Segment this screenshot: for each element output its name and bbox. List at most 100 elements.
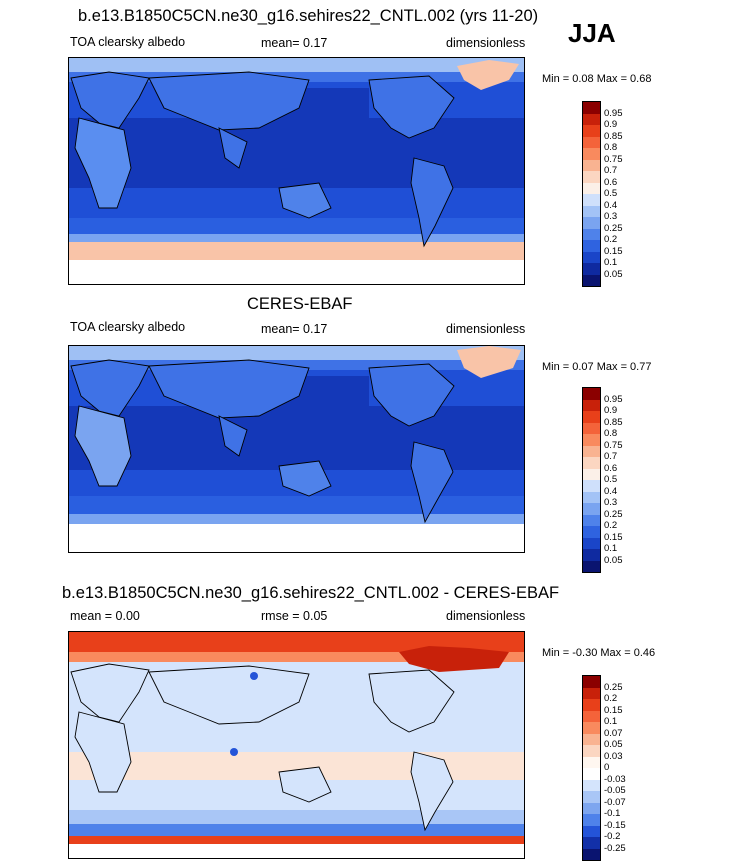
colorbar-box	[583, 399, 600, 411]
colorbar-box	[583, 560, 600, 572]
colorbar-box	[583, 710, 600, 722]
colorbar-tick-label: -0.1	[604, 808, 621, 819]
season-label: JJA	[568, 18, 616, 48]
colorbar-box	[583, 182, 600, 194]
colorbar-tick-label: 0.15	[604, 704, 623, 716]
colorbar-box	[583, 240, 600, 252]
colorbar-box	[583, 549, 600, 561]
panel1-units-label: dimensionless	[446, 36, 526, 50]
panel2-mean-label: mean= 0.17	[261, 322, 328, 336]
panel3-map	[68, 631, 525, 859]
colorbar-box	[583, 687, 600, 699]
colorbar-box	[583, 113, 600, 125]
colorbar-tick-label: 0.85	[604, 130, 623, 142]
colorbar-box	[583, 779, 600, 791]
colorbar-box	[583, 537, 600, 549]
colorbar-tick-label: 0.1	[604, 543, 618, 554]
panel1-map	[68, 57, 525, 285]
colorbar-box	[583, 445, 600, 457]
panel3-minmax: Min = -0.30 Max = 0.46	[542, 647, 656, 659]
colorbar-tick-label: 0.75	[604, 153, 623, 165]
colorbar-box	[583, 102, 600, 114]
colorbar-box	[583, 756, 600, 768]
colorbar-box	[583, 480, 600, 492]
colorbar-tick-label: 0.25	[604, 508, 623, 520]
panel1-variable-label: TOA clearsky albedo	[70, 35, 186, 49]
colorbar-tick-label: 0.7	[604, 451, 618, 462]
panel2-minmax: Min = 0.07 Max = 0.77	[542, 361, 652, 373]
colorbar-box	[583, 434, 600, 446]
colorbar-box	[583, 848, 600, 860]
colorbar-tick-label: 0	[604, 762, 610, 773]
panel3-title: b.e13.B1850C5CN.ne30_g16.sehires22_CNTL.…	[62, 584, 560, 602]
colorbar-box	[583, 205, 600, 217]
colorbar-box	[583, 251, 600, 263]
panel3-mean-label: mean = 0.00	[70, 609, 140, 623]
panel2-colorbar	[582, 387, 601, 573]
colorbar-box	[583, 411, 600, 423]
panel2-title: CERES-EBAF	[247, 295, 353, 313]
colorbar-box	[583, 825, 600, 837]
colorbar-tick-label: 0.05	[604, 554, 623, 566]
colorbar-tick-label: 0.15	[604, 245, 623, 257]
colorbar-box	[583, 526, 600, 538]
colorbar-tick-label: 0.6	[604, 462, 618, 474]
colorbar-tick-label: 0.9	[604, 119, 618, 130]
panel1-colorbar	[582, 101, 601, 287]
colorbar-tick-label: 0.25	[604, 222, 623, 234]
panel2-variable-label: TOA clearsky albedo	[70, 320, 186, 334]
colorbar-box	[583, 768, 600, 780]
colorbar-tick-label: 0.8	[604, 142, 618, 153]
colorbar-tick-label: 0.4	[604, 485, 618, 497]
colorbar-tick-label: 0.2	[604, 234, 618, 245]
colorbar-tick-label: 0.95	[604, 393, 623, 405]
colorbar-tick-label: 0.05	[604, 739, 623, 750]
colorbar-tick-label: -0.05	[604, 785, 626, 796]
colorbar-tick-label: 0.6	[604, 176, 618, 188]
colorbar-tick-label: 0.3	[604, 497, 618, 508]
panel3-rmse-label: rmse = 0.05	[261, 609, 328, 623]
colorbar-box	[583, 791, 600, 803]
colorbar-tick-label: 0.75	[604, 439, 623, 451]
colorbar-tick-label: 0.2	[604, 693, 618, 704]
colorbar-tick-label: -0.25	[604, 842, 626, 854]
colorbar-box	[583, 228, 600, 240]
colorbar-tick-label: 0.8	[604, 428, 618, 439]
colorbar-tick-label: 0.5	[604, 188, 618, 199]
colorbar-tick-label: 0.05	[604, 268, 623, 280]
colorbar-tick-label: 0.25	[604, 681, 623, 693]
colorbar-box	[583, 514, 600, 526]
colorbar-tick-label: 0.85	[604, 416, 623, 428]
colorbar-box	[583, 194, 600, 206]
colorbar-tick-label: 0.9	[604, 405, 618, 416]
colorbar-box	[583, 699, 600, 711]
colorbar-tick-label: 0.07	[604, 727, 623, 739]
colorbar-box	[583, 802, 600, 814]
colorbar-box	[583, 171, 600, 183]
colorbar-tick-label: -0.07	[604, 796, 626, 808]
panel1-title: b.e13.B1850C5CN.ne30_g16.sehires22_CNTL.…	[78, 7, 539, 25]
colorbar-tick-label: 0.95	[604, 107, 623, 119]
colorbar-box	[583, 159, 600, 171]
colorbar-box	[583, 837, 600, 849]
colorbar-tick-label: 0.15	[604, 531, 623, 543]
colorbar-box	[583, 263, 600, 275]
panel2-units-label: dimensionless	[446, 322, 526, 336]
colorbar-box	[583, 457, 600, 469]
colorbar-box	[583, 217, 600, 229]
colorbar-tick-label: 0.5	[604, 474, 618, 485]
colorbar-tick-label: 0.1	[604, 716, 618, 727]
colorbar-box	[583, 422, 600, 434]
colorbar-tick-label: 0.03	[604, 750, 623, 762]
colorbar-tick-label: -0.2	[604, 831, 621, 842]
colorbar-tick-label: 0.1	[604, 257, 618, 268]
colorbar-box	[583, 733, 600, 745]
colorbar-tick-label: 0.4	[604, 199, 618, 211]
colorbar-tick-label: 0.7	[604, 165, 618, 176]
panel2-map	[68, 345, 525, 553]
panel1-mean-label: mean= 0.17	[261, 36, 328, 50]
colorbar-box	[583, 148, 600, 160]
colorbar-tick-label: 0.3	[604, 211, 618, 222]
colorbar-box	[583, 125, 600, 137]
colorbar-box	[583, 745, 600, 757]
